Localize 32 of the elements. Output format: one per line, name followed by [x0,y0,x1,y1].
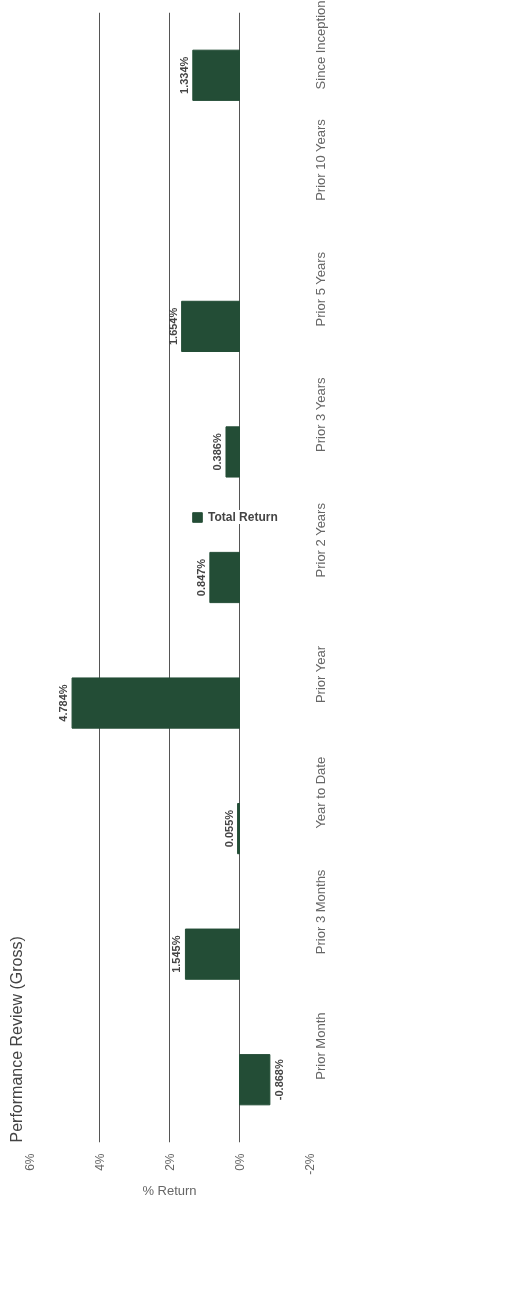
x-axis-title: % Return [142,1182,197,1198]
bar [239,1054,271,1106]
x-tick-label: -2% [302,1153,317,1175]
x-tick-label: 4% [92,1153,107,1171]
bar [181,300,240,352]
bar [71,677,240,729]
y-tick-label: Year to Date [313,756,328,829]
bar [184,928,240,980]
bar [225,426,240,478]
data-label: 1.654% [166,307,179,346]
data-label: 0.386% [210,433,223,471]
data-label: 4.784% [57,684,70,722]
y-tick-label: Prior 5 Years [313,251,328,327]
x-tick-label: 6% [22,1153,37,1171]
y-tick-label: Prior 3 Months [313,869,328,955]
y-tick-label: Prior Year [313,645,328,704]
y-tick-label: Prior 10 Years [313,118,328,201]
bar [209,551,240,604]
text: Performance Review (Gross) [7,936,25,1143]
y-tick-label: Prior Month [313,1012,328,1080]
y-tick-label: Prior 2 Years [313,502,328,578]
data-label: 1.545% [170,935,183,973]
legend-label: Total Return [208,510,278,525]
x-tick-label: 2% [162,1153,177,1171]
data-label: 0.055% [222,809,235,848]
y-tick-label: Prior 3 Years [313,377,328,452]
bar [192,49,240,101]
y-tick-label: Since Inception [313,0,328,90]
data-label: 0.847% [194,558,207,597]
x-tick-label: 0% [232,1153,247,1171]
data-label: 1.334% [177,56,190,94]
data-label: -0.868% [272,1059,285,1101]
